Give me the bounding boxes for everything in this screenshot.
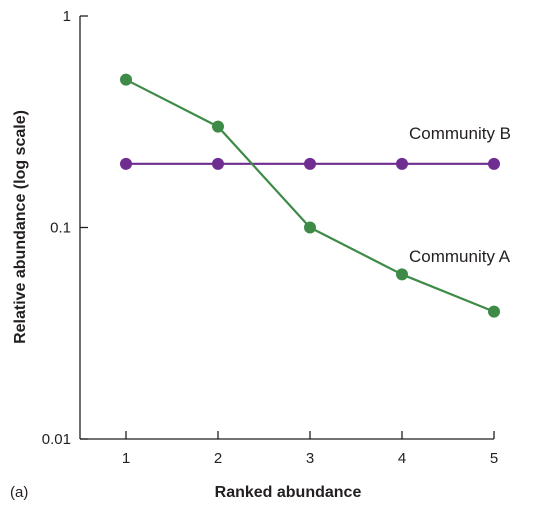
y-tick-label: 0.1 (50, 220, 71, 237)
data-point-community-a (396, 268, 408, 281)
x-axis-title: Ranked abundance (215, 484, 362, 501)
data-point-community-a (120, 73, 132, 86)
data-point-community-b (488, 157, 500, 170)
x-tick-label: 5 (490, 450, 498, 467)
series-label-community-a: Community A (409, 247, 511, 266)
data-point-community-a (304, 221, 316, 234)
y-ticks: 1 0.1 0.01 (42, 8, 88, 448)
x-tick-label: 3 (306, 450, 314, 467)
series-lines (125, 78, 495, 313)
series-line-community-a (125, 78, 495, 313)
y-axis-title: Relative abundance (log scale) (12, 110, 29, 344)
data-point-community-a (488, 305, 500, 318)
series-label-community-b: Community B (409, 124, 511, 143)
data-point-community-b (304, 157, 316, 170)
series-points (120, 73, 500, 318)
x-tick-label: 1 (122, 450, 130, 467)
axes (79, 16, 494, 440)
y-tick-label: 1 (63, 8, 71, 25)
data-point-community-b (396, 157, 408, 170)
x-tick-label: 4 (398, 450, 406, 467)
data-point-community-a (212, 120, 224, 133)
y-tick-label: 0.01 (42, 431, 71, 448)
data-point-community-b (212, 157, 224, 170)
panel-label: (a) (10, 484, 28, 501)
x-ticks: 1 2 3 4 5 (122, 431, 498, 467)
data-point-community-b (120, 157, 132, 170)
x-tick-label: 2 (214, 450, 222, 467)
